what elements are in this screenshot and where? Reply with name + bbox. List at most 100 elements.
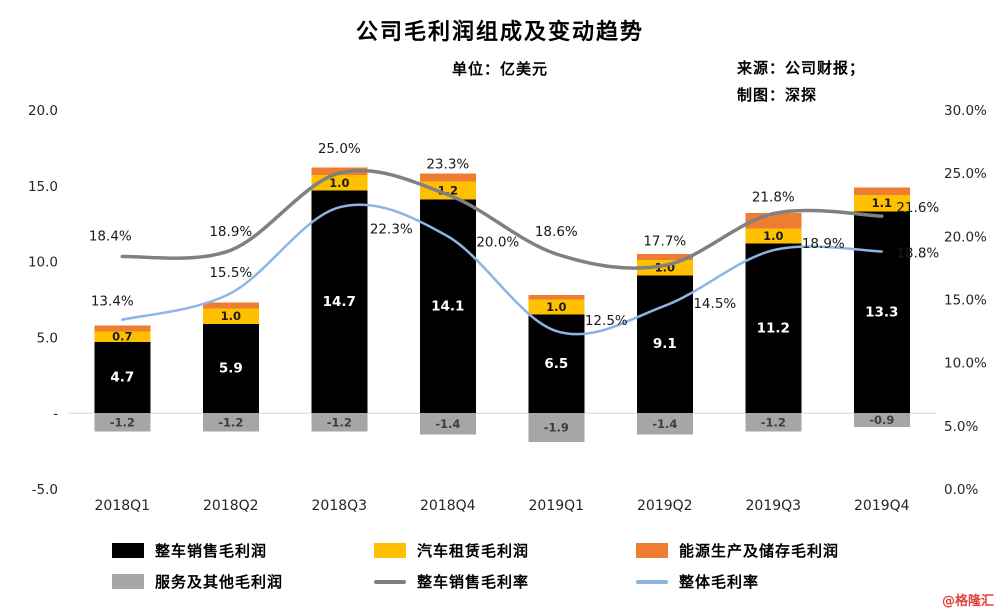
line-data-label: 22.3% bbox=[370, 221, 413, 237]
author-line: 制图：深探 bbox=[737, 86, 818, 104]
bar-label: -1.2 bbox=[110, 415, 135, 429]
legend: 整车销售毛利润 汽车租赁毛利润 能源生产及储存毛利润 服务及其他毛利润 整车销售… bbox=[112, 535, 942, 597]
legend-item-services-profit: 服务及其他毛利润 bbox=[112, 571, 374, 592]
legend-item-vehicle-sales-profit: 整车销售毛利润 bbox=[112, 540, 374, 561]
bar-label: -1.9 bbox=[544, 421, 569, 435]
bar-segment bbox=[419, 173, 476, 182]
bar-segment bbox=[853, 413, 910, 427]
line-data-label: 12.5% bbox=[585, 313, 628, 329]
bar-segment bbox=[419, 413, 476, 435]
bar-label: 13.3 bbox=[865, 304, 898, 320]
bar-segment bbox=[853, 187, 910, 195]
bar-label: -1.4 bbox=[435, 417, 460, 431]
bar-label: 14.1 bbox=[431, 298, 464, 314]
bar-segment bbox=[94, 413, 151, 432]
bar-label: -1.2 bbox=[218, 415, 243, 429]
bar-label: 14.7 bbox=[323, 294, 356, 310]
bar-segment bbox=[528, 295, 585, 300]
x-axis-label: 2018Q2 bbox=[203, 498, 259, 514]
bar-segment bbox=[419, 181, 476, 200]
x-axis-label: 2019Q2 bbox=[637, 498, 693, 514]
legend-label: 能源生产及储存毛利润 bbox=[679, 542, 840, 560]
legend-label: 整体毛利率 bbox=[679, 573, 760, 591]
bar-segment bbox=[94, 325, 151, 332]
line-data-label: 23.3% bbox=[426, 157, 469, 173]
legend-swatch-black bbox=[112, 543, 144, 558]
x-axis-label: 2019Q4 bbox=[854, 498, 910, 514]
bar-label: -1.2 bbox=[327, 415, 352, 429]
legend-item-overall-margin: 整体毛利率 bbox=[636, 571, 759, 592]
bar-segment bbox=[311, 413, 368, 432]
bar-segment bbox=[853, 211, 910, 414]
chart-title: 公司毛利润组成及变动趋势 bbox=[355, 19, 644, 45]
legend-item-leasing-profit: 汽车租赁毛利润 bbox=[374, 540, 636, 561]
right-axis-tick: 25.0% bbox=[944, 166, 987, 182]
bar-segment bbox=[202, 413, 259, 432]
bar-label: 5.9 bbox=[219, 361, 243, 377]
bar-segment bbox=[636, 260, 693, 276]
bar-label: -0.9 bbox=[869, 413, 894, 427]
bar-label: -1.2 bbox=[761, 415, 786, 429]
legend-swatch-gray bbox=[112, 574, 144, 589]
bar-segment bbox=[311, 190, 368, 414]
legend-label: 整车销售毛利率 bbox=[417, 573, 530, 591]
bar-label: 1.1 bbox=[872, 196, 892, 210]
right-axis-tick: 30.0% bbox=[944, 103, 987, 119]
left-axis-tick: -5.0 bbox=[32, 482, 58, 498]
bar-label: 4.7 bbox=[110, 370, 134, 386]
x-axis-label: 2019Q1 bbox=[529, 498, 585, 514]
line-data-label: 20.0% bbox=[476, 234, 519, 250]
line-data-label: 21.6% bbox=[896, 200, 939, 216]
left-axis-tick: 20.0 bbox=[28, 103, 58, 119]
line-data-label: 17.7% bbox=[643, 233, 686, 249]
legend-label: 汽车租赁毛利润 bbox=[417, 542, 530, 560]
line-data-label: 18.9% bbox=[802, 236, 845, 252]
bar-label: 1.0 bbox=[763, 229, 783, 243]
legend-swatch-gray-line bbox=[374, 579, 406, 584]
source-note: 来源：公司财报； 制图：深探 bbox=[737, 55, 865, 109]
bar-segment bbox=[745, 243, 802, 414]
x-axis-label: 2018Q3 bbox=[312, 498, 368, 514]
line-data-label: 15.5% bbox=[209, 265, 252, 281]
legend-row-1: 整车销售毛利润 汽车租赁毛利润 能源生产及储存毛利润 bbox=[112, 535, 942, 566]
vehicle-gross-margin-line bbox=[120, 168, 884, 270]
bar-label: 1.0 bbox=[221, 309, 241, 323]
bar-segment bbox=[94, 341, 151, 414]
bar-label: 0.7 bbox=[112, 330, 132, 344]
right-axis-tick: 0.0% bbox=[944, 482, 978, 498]
left-axis-tick: - bbox=[53, 406, 58, 422]
legend-label: 服务及其他毛利润 bbox=[155, 573, 284, 591]
x-axis-label: 2018Q1 bbox=[95, 498, 151, 514]
line-data-label: 25.0% bbox=[318, 141, 361, 157]
legend-row-2: 服务及其他毛利润 整车销售毛利率 整体毛利率 bbox=[112, 566, 942, 597]
x-axis-label: 2018Q4 bbox=[420, 498, 476, 514]
left-axis-tick: 10.0 bbox=[28, 255, 58, 271]
line-data-label: 21.8% bbox=[752, 190, 795, 206]
legend-item-energy-profit: 能源生产及储存毛利润 bbox=[636, 540, 839, 561]
line-data-label: 18.4% bbox=[89, 229, 132, 245]
line-data-label: 13.4% bbox=[91, 294, 134, 310]
x-axis-label: 2019Q3 bbox=[746, 498, 802, 514]
right-axis-tick: 5.0% bbox=[944, 419, 978, 435]
legend-swatch-orange bbox=[636, 543, 668, 558]
bar-segment bbox=[94, 331, 151, 342]
bar-label: 1.0 bbox=[546, 300, 566, 314]
bar-label: 6.5 bbox=[544, 356, 568, 372]
watermark: @格隆汇 bbox=[941, 594, 994, 609]
bar-segment bbox=[636, 254, 693, 261]
bar-segment bbox=[202, 302, 259, 309]
bar-segment bbox=[636, 413, 693, 435]
bar-segment bbox=[853, 194, 910, 212]
bar-segment bbox=[202, 323, 259, 414]
bar-segment bbox=[745, 413, 802, 432]
bar-label: 11.2 bbox=[757, 320, 790, 336]
line-data-label: 18.6% bbox=[535, 224, 578, 240]
bar-label: -1.4 bbox=[652, 417, 677, 431]
chart-subtitle: 单位：亿美元 bbox=[451, 60, 548, 78]
right-axis-tick: 20.0% bbox=[944, 229, 987, 245]
left-axis-tick: 15.0 bbox=[28, 179, 58, 195]
right-axis-tick: 15.0% bbox=[944, 293, 987, 309]
bar-label: 1.0 bbox=[329, 176, 349, 190]
